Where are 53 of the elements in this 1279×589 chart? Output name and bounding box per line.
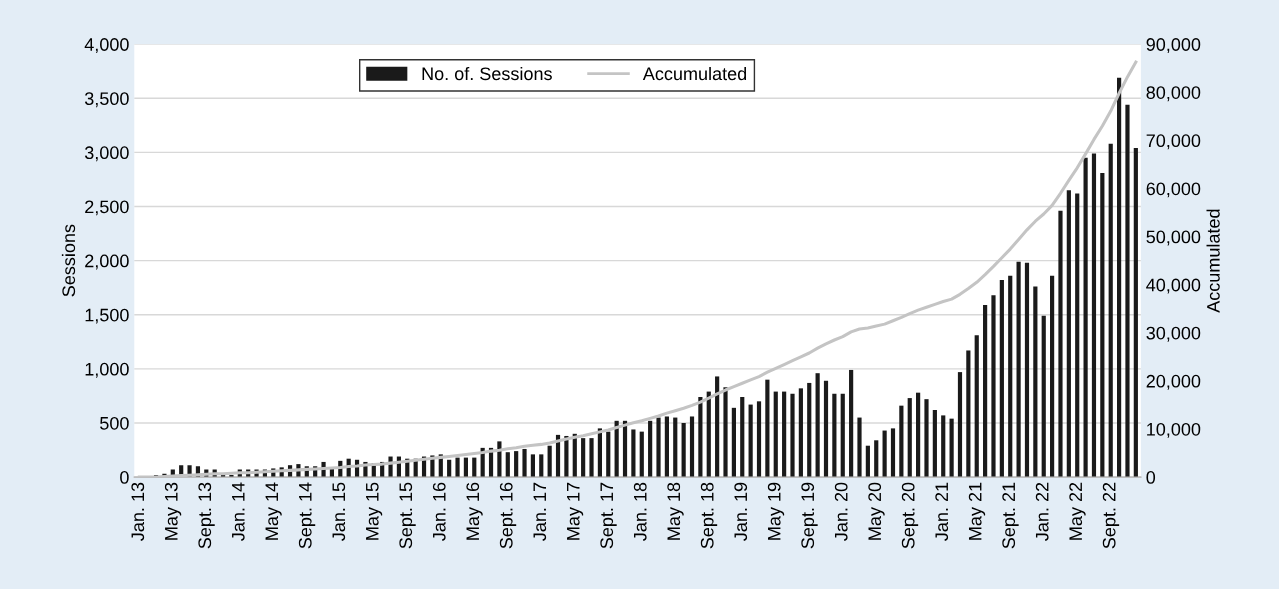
x-tick-label: Jan. 14 [232, 482, 245, 541]
x-tick-label: Jan. 13 [131, 482, 145, 541]
y2-tick-label: 0 [1146, 471, 1156, 484]
x-tick-label: May 20 [868, 482, 885, 540]
x-tick-label: Sept. 22 [1102, 482, 1120, 549]
x-tick-label: Sept. 18 [700, 482, 718, 549]
y-axis-title: Sessions [61, 224, 76, 297]
x-tick-label: Sept. 21 [1002, 482, 1019, 549]
y2-tick-label: 60,000 [1146, 182, 1201, 198]
x-tick-label: Sept. 17 [600, 482, 617, 549]
legend-label: Accumulated [642, 66, 747, 81]
y2-tick-label: 30,000 [1146, 326, 1201, 342]
y2-tick-label: 70,000 [1146, 134, 1201, 150]
x-tick-label: Sept. 20 [901, 482, 919, 549]
x-tick-label: Sept. 16 [499, 482, 517, 549]
y2-tick-label: 10,000 [1147, 422, 1201, 438]
y-tick-label: 1,500 [85, 308, 129, 324]
x-tick-label: Sept. 19 [801, 482, 818, 549]
x-tick-label: May 13 [164, 482, 182, 540]
y-tick-label: 4,000 [84, 38, 129, 54]
x-tick-label: Jan. 18 [633, 482, 647, 541]
x-tick-label: May 17 [567, 482, 584, 540]
x-tick-label: Jan. 19 [734, 482, 748, 541]
y2-axis-title: Accumulated [1206, 209, 1220, 313]
y-tick-label: 500 [100, 416, 129, 430]
y-tick-label: 1,000 [85, 362, 129, 378]
x-tick-label: Sept. 14 [298, 482, 316, 549]
x-tick-label: May 18 [667, 482, 684, 540]
x-tick-label: Jan. 15 [332, 482, 346, 541]
y2-tick-label: 20,000 [1146, 374, 1201, 390]
x-tick-label: May 19 [767, 482, 785, 540]
y2-tick-label: 50,000 [1146, 230, 1201, 246]
x-tick-label: May 22 [1069, 482, 1086, 540]
legend-label: No. of. Sessions [422, 66, 552, 81]
x-tick-label: May 15 [366, 482, 383, 540]
x-tick-label: Jan. 20 [834, 482, 848, 541]
y2-tick-label: 90,000 [1146, 38, 1201, 54]
x-tick-label: May 16 [466, 482, 483, 540]
x-tick-label: Jan. 17 [533, 482, 547, 541]
x-tick-label: Jan. 22 [1035, 482, 1049, 541]
y2-tick-label: 80,000 [1146, 86, 1201, 102]
y-tick-label: 2,000 [85, 254, 129, 270]
x-tick-label: May 21 [968, 482, 986, 540]
y2-tick-label: 40,000 [1146, 278, 1201, 294]
x-tick-label: Sept. 15 [399, 482, 416, 549]
y-tick-label: 3,000 [84, 146, 129, 162]
y-tick-label: 0 [120, 471, 129, 484]
x-tick-label: Sept. 13 [198, 482, 215, 549]
x-tick-label: May 14 [265, 482, 282, 540]
y-tick-label: 2,500 [85, 200, 129, 216]
y-tick-label: 3,500 [84, 92, 129, 108]
x-tick-label: Jan. 16 [432, 482, 446, 541]
x-tick-label: Jan. 21 [935, 482, 949, 541]
